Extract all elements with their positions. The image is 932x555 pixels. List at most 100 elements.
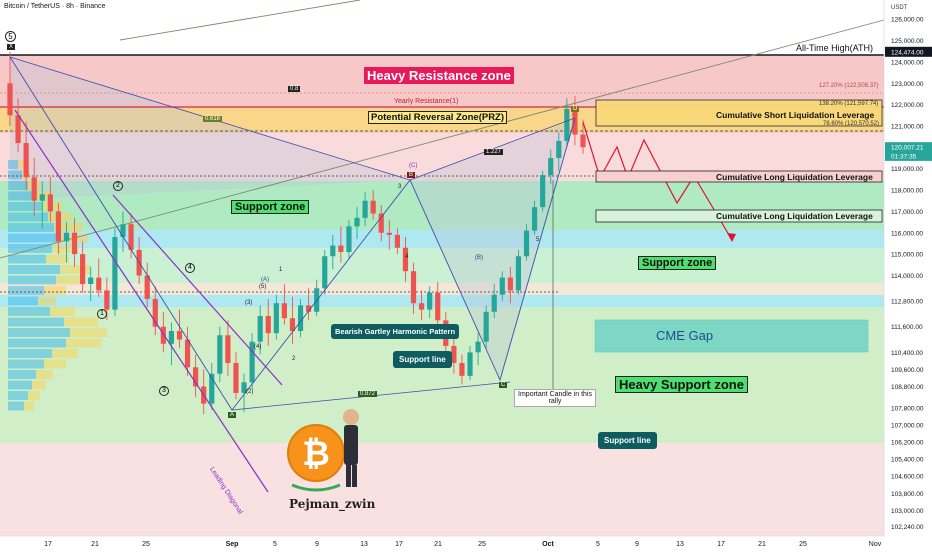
projection-arrowhead	[727, 233, 736, 242]
price-tick-label: 108,800.00	[891, 384, 924, 391]
volume-profile-bar	[8, 317, 64, 327]
candle-body	[410, 271, 417, 304]
candle-body	[338, 245, 344, 252]
time-tick-label: Nov	[869, 541, 882, 548]
candle-body	[217, 335, 223, 374]
candle-body	[378, 213, 384, 233]
short-liq-box	[595, 99, 883, 127]
sub-wave-2: 2	[292, 356, 296, 362]
candle-body	[475, 341, 481, 353]
pattern-callout: Bearish Gartley Harmonic Pattern	[331, 324, 460, 339]
beige-band	[0, 283, 884, 295]
sub-wave-5: 5	[536, 237, 540, 243]
current-price-tag	[885, 142, 932, 153]
candle-body	[15, 115, 21, 144]
volume-profile-bar	[52, 349, 78, 358]
volume-profile-bar	[8, 359, 44, 369]
price-tick-label: 122,000.00	[891, 102, 924, 109]
candle-body	[362, 200, 368, 218]
volume-profile-bar	[8, 233, 58, 243]
cyan-band	[0, 230, 884, 248]
price-tick-label: 105,400.00	[891, 457, 924, 464]
ratio-1227-label: 1.227	[484, 149, 504, 155]
important-candle-callout: Important Candle in this rally	[514, 389, 596, 407]
candle-body	[209, 373, 215, 404]
long-liq-box-1	[595, 170, 883, 183]
volume-profile-bar	[50, 307, 75, 316]
price-tick-label: 121,000.00	[891, 123, 924, 130]
candle-body	[193, 367, 199, 387]
sub-wave-1: 1	[279, 267, 283, 273]
candle-body	[451, 345, 457, 364]
candle-body	[144, 275, 150, 299]
candle-body	[427, 292, 433, 310]
upper-trendline	[0, 19, 885, 259]
time-axis	[0, 536, 884, 550]
candle-body	[71, 232, 78, 255]
wave-2-label: (2)	[246, 389, 254, 395]
candle-body	[572, 108, 578, 135]
time-tick-label: 21	[434, 541, 442, 548]
volume-profile-bar	[8, 244, 52, 253]
price-tick-label: 120,007.21	[891, 145, 924, 152]
price-tick-label: 107,800.00	[891, 405, 924, 412]
volume-profile-bar	[8, 296, 38, 306]
candle-body	[370, 200, 376, 214]
fib-127-label: 127.20% (122,508.37)	[819, 83, 879, 89]
time-tick-label: 5	[273, 541, 277, 548]
volume-profile-bar	[52, 244, 78, 253]
volume-profile-bar	[8, 380, 32, 390]
heavy-support-label: Heavy Support zone	[615, 376, 748, 393]
ratio-0618-label: 0.618	[203, 116, 223, 122]
volume-profile-bar	[8, 275, 56, 285]
price-tick-label: 01:37:35	[891, 153, 917, 160]
candle-body	[273, 303, 279, 334]
candle-body	[47, 194, 53, 212]
candle-body	[31, 177, 37, 201]
prz-label: Potential Reversal Zone(PRZ)	[368, 111, 508, 124]
chart-header: Bitcoin / TetherUS · 8h · Binance	[4, 3, 106, 10]
volume-profile-bar	[60, 265, 91, 274]
candle-body	[402, 247, 409, 272]
top-diagonal	[119, 0, 361, 41]
wave-5-circle: 5	[5, 31, 16, 42]
volume-profile-bar	[8, 401, 24, 411]
volume-profile-bar	[8, 160, 18, 169]
candle-body	[233, 363, 239, 393]
candle-body	[39, 194, 45, 201]
support-band-2	[0, 248, 884, 283]
long-liq-box-2	[595, 209, 883, 223]
price-tick-label: 111,600.00	[891, 324, 923, 331]
price-tick-label: 126,000.00	[891, 17, 924, 24]
long-liq-label-2: Cumulative Long Liquidation Leverage	[716, 211, 873, 221]
candle-body	[7, 83, 13, 116]
point-c: C	[499, 382, 508, 388]
candle-body	[491, 294, 497, 312]
price-tick-label: 107,000.00	[891, 422, 924, 429]
volume-profile-bar	[36, 370, 53, 379]
candle-body	[346, 226, 352, 252]
point-x: X	[7, 44, 16, 50]
heavy-resistance-label: Heavy Resistance zone	[364, 67, 514, 84]
candle-body	[483, 311, 489, 342]
price-tick-label: 110,400.00	[891, 350, 923, 357]
yearly-resistance-label: Yearly Resistance(1)	[394, 98, 459, 105]
time-tick-label: 25	[478, 541, 486, 548]
price-axis	[884, 0, 932, 536]
time-tick-label: 9	[635, 541, 639, 548]
volume-profile-bar	[8, 191, 36, 201]
time-tick-label: 25	[799, 541, 807, 548]
volume-profile-bar	[8, 254, 46, 264]
cme-gap-box	[594, 319, 869, 353]
wave-c-label: (C)	[409, 163, 418, 169]
candle-body	[459, 363, 465, 376]
volume-profile-bar	[8, 370, 36, 379]
volume-profile-bar	[8, 328, 70, 337]
time-tick-label: 17	[395, 541, 403, 548]
ratio-08-label: 0.8	[288, 86, 301, 92]
gartley-bc-triangle	[410, 120, 575, 380]
price-tick-label: 124,000.00	[891, 59, 924, 66]
volume-profile-bar	[8, 391, 28, 400]
